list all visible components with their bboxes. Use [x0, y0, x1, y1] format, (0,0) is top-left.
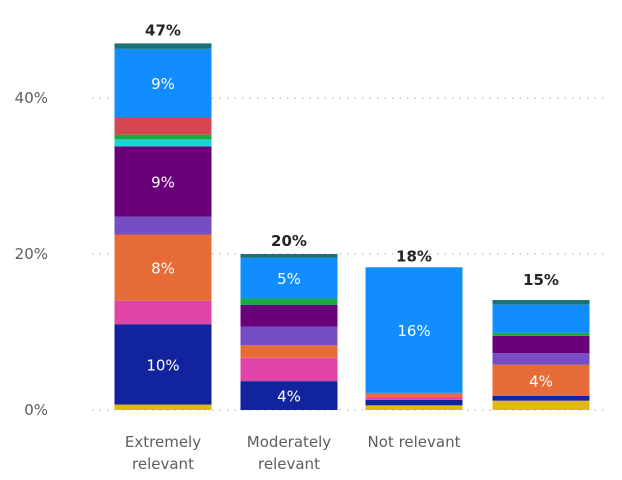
- x-axis-categories: Extremely relevant Moderately relevant Not r…: [125, 433, 461, 473]
- bar-segment: [114, 404, 212, 410]
- y-axis-ticks: 0% 20% 40%: [15, 89, 48, 419]
- bar-total-label: 20%: [271, 232, 307, 250]
- bar-segment: [114, 216, 212, 235]
- segment-data-label: 4%: [529, 372, 553, 390]
- y-tick-label: 20%: [15, 245, 48, 263]
- bar-segment: [492, 395, 590, 401]
- bar-segment: [365, 396, 463, 400]
- bar-total-label: 18%: [396, 248, 432, 266]
- bar-segment: [240, 381, 338, 410]
- bar-stack: [114, 43, 212, 410]
- segment-data-label: 16%: [397, 322, 430, 340]
- bar-stack: [240, 254, 338, 410]
- x-category-label: relevant: [132, 455, 194, 473]
- bar-segment: [492, 304, 590, 333]
- bar-segment: [365, 392, 463, 397]
- segment-data-label: 8%: [151, 260, 175, 278]
- bar-segment: [240, 298, 338, 305]
- bar-segment: [114, 117, 212, 135]
- bar-segment: [492, 335, 590, 354]
- bar-segment: [492, 353, 590, 365]
- y-tick-label: 40%: [15, 89, 48, 107]
- bar-segment: [240, 326, 338, 346]
- data-labels: 10% 8% 9% 9% 47% 4% 5% 20% 16% 18% 4% 15%: [145, 21, 559, 405]
- bar-segment: [114, 300, 212, 325]
- segment-data-label: 9%: [151, 75, 175, 93]
- bar-segment: [114, 146, 212, 217]
- bar-segment: [114, 134, 212, 140]
- bar-segment: [240, 357, 338, 382]
- x-category-label: relevant: [258, 455, 320, 473]
- bar-segment: [492, 400, 590, 410]
- bar-segment: [114, 234, 212, 301]
- bar-total-label: 47%: [145, 21, 181, 39]
- bar-segment: [240, 254, 338, 258]
- bar-segment: [114, 139, 212, 147]
- x-category-label: Not relevant: [368, 433, 461, 451]
- bar-segment: [114, 48, 212, 118]
- bar-segment: [114, 324, 212, 405]
- x-category-label: Moderately: [247, 433, 332, 451]
- bar-segment: [492, 300, 590, 305]
- bars: [114, 43, 590, 410]
- bar-segment: [492, 364, 590, 396]
- segment-data-label: 5%: [277, 270, 301, 288]
- bar-segment: [240, 345, 338, 358]
- bar-segment: [365, 267, 463, 393]
- segment-data-label: 4%: [277, 388, 301, 406]
- bar-segment: [240, 257, 338, 299]
- bar-stack: [365, 267, 463, 410]
- bar-segment: [240, 304, 338, 327]
- bar-segment: [114, 43, 212, 49]
- segment-data-label: 10%: [146, 356, 179, 374]
- y-tick-label: 0%: [24, 401, 48, 419]
- bar-stack: [492, 300, 590, 410]
- bar-segment: [365, 405, 463, 410]
- bar-segment: [365, 399, 463, 406]
- bar-total-label: 15%: [523, 271, 559, 289]
- x-category-label: Extremely: [125, 433, 201, 451]
- segment-data-label: 9%: [151, 173, 175, 191]
- bar-segment: [492, 332, 590, 336]
